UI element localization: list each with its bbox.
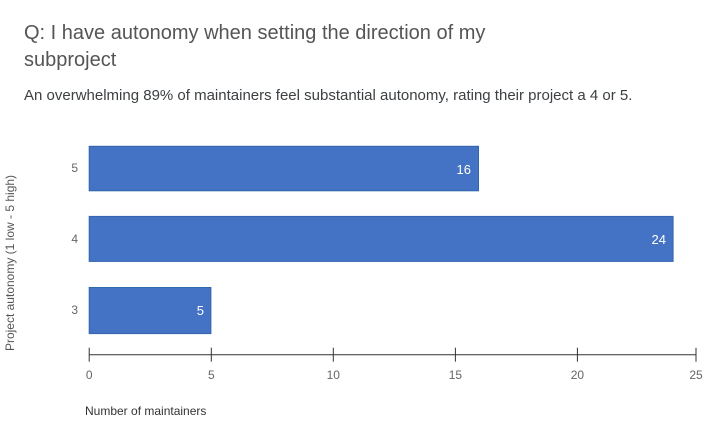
svg-text:16: 16 bbox=[457, 162, 471, 177]
svg-text:25: 25 bbox=[689, 368, 703, 382]
svg-text:0: 0 bbox=[86, 368, 93, 382]
svg-text:Project autonomy (1 low - 5 hi: Project autonomy (1 low - 5 high) bbox=[3, 175, 17, 351]
svg-text:5: 5 bbox=[208, 368, 215, 382]
svg-text:4: 4 bbox=[71, 232, 78, 246]
svg-text:10: 10 bbox=[327, 368, 341, 382]
svg-text:24: 24 bbox=[652, 232, 666, 247]
svg-text:5: 5 bbox=[197, 303, 204, 318]
svg-text:15: 15 bbox=[449, 368, 463, 382]
svg-text:3: 3 bbox=[71, 303, 78, 317]
svg-text:5: 5 bbox=[71, 161, 78, 175]
svg-text:Number of maintainers: Number of maintainers bbox=[85, 404, 206, 418]
svg-text:20: 20 bbox=[571, 368, 585, 382]
